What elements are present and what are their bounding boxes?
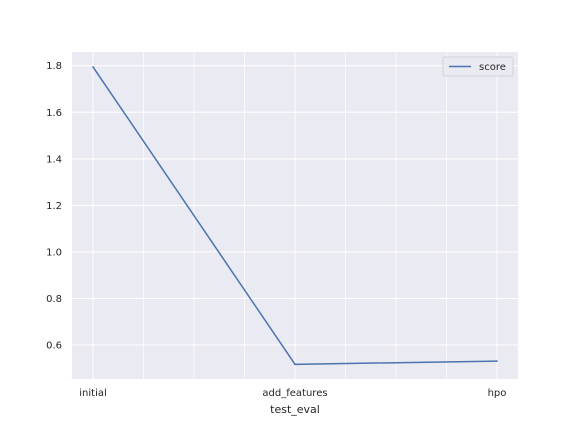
y-tick-label: 1.0 (46, 247, 62, 258)
y-tick-label: 1.8 (46, 61, 62, 72)
x-tick-labels: initial add_features hpo (79, 388, 506, 399)
y-tick-label: 0.8 (46, 294, 62, 305)
x-tick-label: initial (79, 388, 107, 399)
x-axis-label: test_eval (270, 403, 320, 416)
y-tick-labels: 0.6 0.8 1.0 1.2 1.4 1.6 1.8 (46, 61, 62, 351)
x-tick-label: hpo (488, 388, 507, 399)
y-tick-label: 0.6 (46, 341, 62, 352)
data-point (496, 360, 498, 362)
y-tick-label: 1.6 (46, 108, 62, 119)
legend-box (442, 56, 514, 77)
legend-label-score: score (479, 62, 506, 73)
y-tick-label: 1.2 (46, 201, 62, 212)
legend: score (442, 56, 514, 77)
data-point (294, 363, 296, 366)
data-point (92, 66, 94, 68)
series-layer (92, 66, 498, 366)
x-tick-label: add_features (262, 388, 327, 399)
y-tick-label: 1.4 (46, 154, 62, 165)
